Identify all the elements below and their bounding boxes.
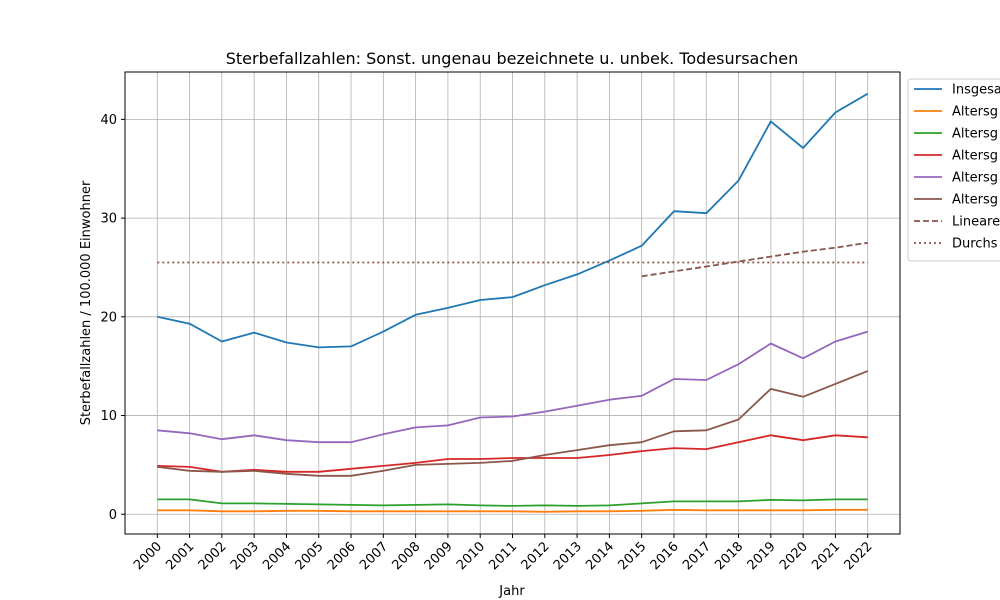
y-tick-label: 10 <box>100 409 117 424</box>
series-line-1 <box>157 92 869 349</box>
series-line-5 <box>157 330 868 444</box>
chart-title: Sterbefallzahlen: Sonst. ungenau bezeich… <box>226 49 799 68</box>
legend-label: Durchs <box>952 237 998 252</box>
legend-label: Insgesa <box>952 83 1000 98</box>
legend-label: Altersg <box>952 149 998 164</box>
series-line-6 <box>157 370 869 477</box>
y-tick-label: 0 <box>109 508 117 523</box>
legend-label: Altersg <box>952 127 998 142</box>
y-axis-label: Sterbefallzahlen / 100.000 Einwohner <box>79 180 94 425</box>
series-line-7 <box>641 241 868 278</box>
grid <box>125 72 900 534</box>
legend: Insgesa Altersg Altersg Altersg Altersg Alter… <box>907 78 1000 262</box>
legend-label: Altersg <box>952 193 998 208</box>
legend-label: Lineare <box>952 215 1000 230</box>
series-line-3 <box>157 498 868 507</box>
y-tick-label: 30 <box>100 212 117 227</box>
y-tick-label: 20 <box>100 310 117 325</box>
legend-label: Altersg <box>952 105 998 120</box>
x-axis-label: Jahr <box>498 584 525 599</box>
y-tick-label: 40 <box>100 113 117 128</box>
series-line-4 <box>157 434 868 473</box>
legend-box <box>907 78 1000 262</box>
series-lines <box>157 92 869 513</box>
y-axis-ticks: 0 10 20 30 40 <box>100 113 125 523</box>
series-line-2 <box>157 508 868 513</box>
legend-label: Altersg <box>952 171 998 186</box>
